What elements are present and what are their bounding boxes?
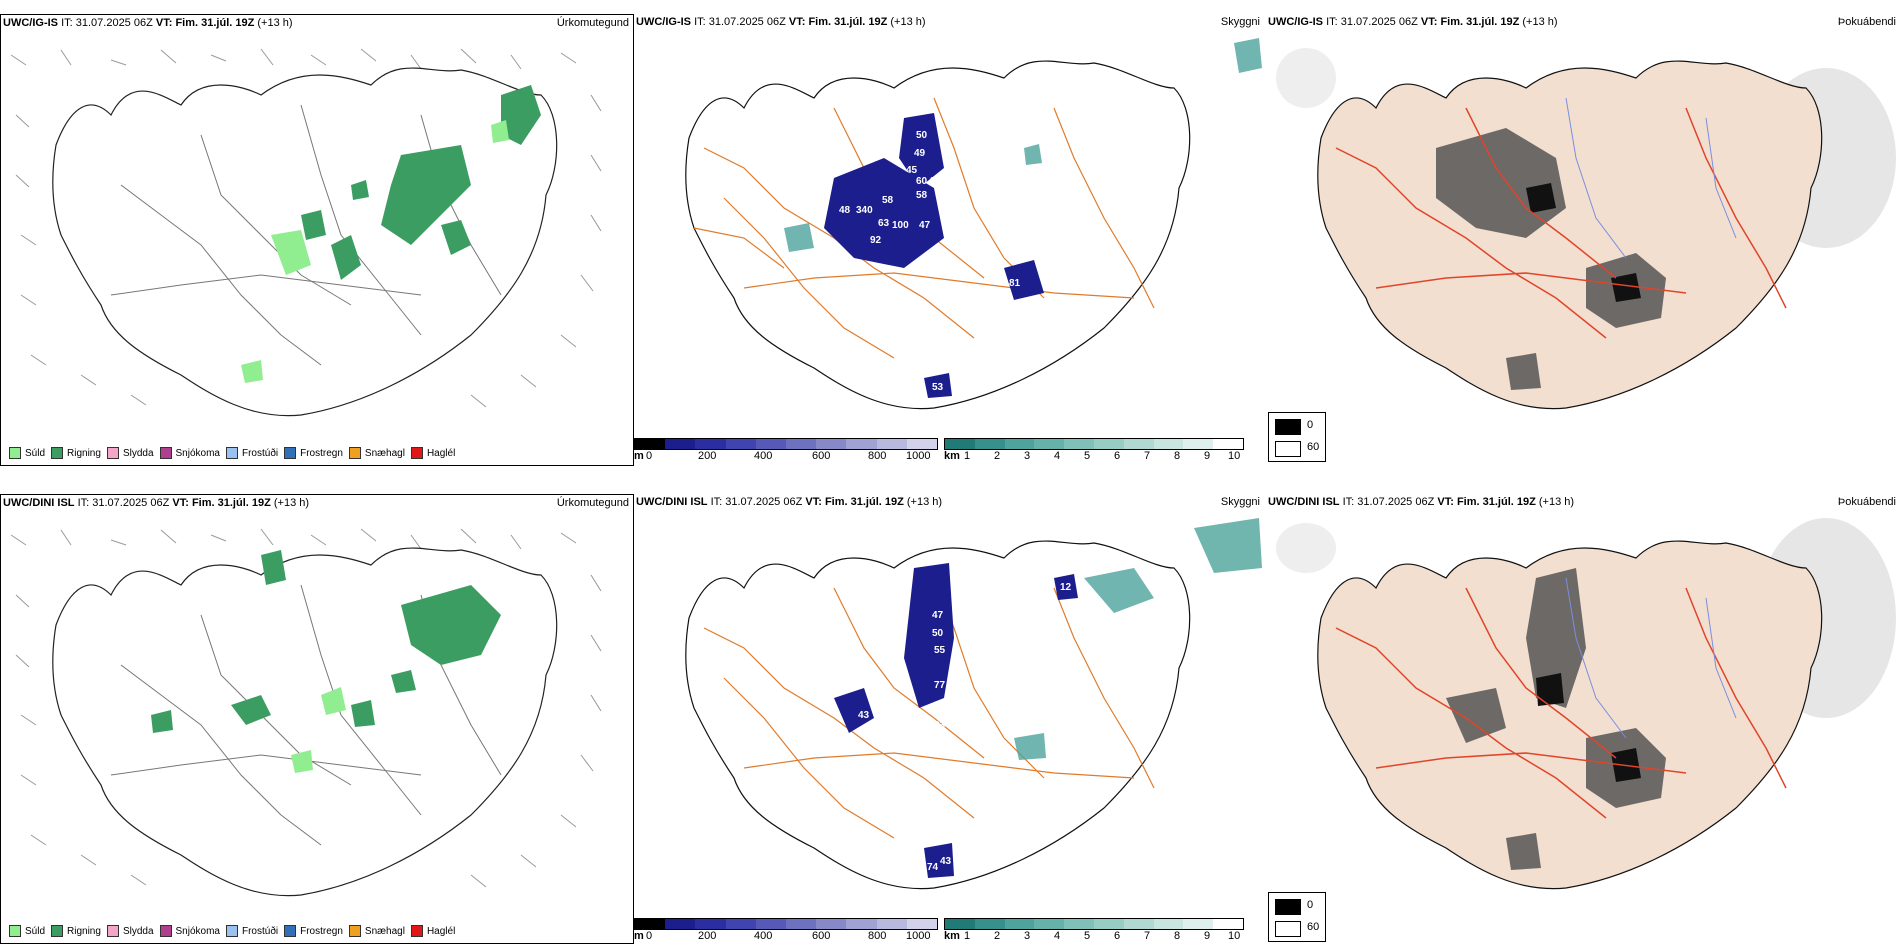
panel-title: Skyggni xyxy=(1220,16,1260,28)
lead-time: (+13 h) xyxy=(273,497,310,509)
ceiling-label: 63 xyxy=(878,218,890,229)
ceiling-label: 43 xyxy=(858,710,870,721)
fog-legend-swatch-dark xyxy=(1275,419,1301,435)
ceiling-label: 92 xyxy=(870,235,882,246)
ceiling-colorbar-strip xyxy=(634,438,938,450)
visibility-colorbar-strip xyxy=(944,918,1244,930)
model-name: UWC/DINI ISL xyxy=(3,497,75,509)
fog-panel-row2: UWC/DINI ISL IT: 31.07.2025 06Z VT: Fim.… xyxy=(1266,494,1900,942)
fog-legend-swatch-dark xyxy=(1275,899,1301,915)
fog-legend-swatch-light xyxy=(1275,921,1301,937)
ceiling-label: 55 xyxy=(934,645,946,656)
ceiling-label: 53 xyxy=(932,382,944,393)
ceiling-label: 81 xyxy=(1009,278,1021,289)
legend-swatch xyxy=(284,925,297,937)
legend-swatch xyxy=(51,925,64,937)
legend-swatch xyxy=(410,447,423,459)
panel-title: Þokuábendi xyxy=(1837,16,1896,28)
panel-title: Skyggni xyxy=(1220,496,1260,508)
ceiling-label: 58 xyxy=(916,190,928,201)
legend-swatch xyxy=(159,925,172,937)
fog-map xyxy=(1276,48,1896,410)
ceiling-label: 100 xyxy=(892,220,909,231)
precip-panel-row1: UWC/IG-IS IT: 31.07.2025 06Z VT: Fim. 31… xyxy=(0,14,634,466)
legend-swatch xyxy=(284,447,297,459)
panel-header: UWC/DINI ISL IT: 31.07.2025 06Z VT: Fim.… xyxy=(1268,496,1896,508)
precip-legend: Súld Rigning Slydda Snjókoma Frostúði Fr… xyxy=(3,447,455,459)
model-name: UWC/IG-IS xyxy=(3,17,58,29)
legend-swatch xyxy=(9,925,21,937)
valid-time: Fim. 31.júl. 19Z xyxy=(191,497,271,509)
init-time: 31.07.2025 06Z xyxy=(75,17,153,29)
legend-swatch xyxy=(410,925,423,937)
legend-swatch xyxy=(159,447,172,459)
ceiling-label: 47 xyxy=(932,610,944,621)
ceiling-label: 43 xyxy=(940,856,952,867)
ceiling-label: 60 xyxy=(916,176,928,187)
legend-swatch xyxy=(106,925,119,937)
fog-map xyxy=(1276,518,1896,890)
ceiling-label: 88 xyxy=(930,176,942,187)
precip-map xyxy=(10,48,602,417)
lead-time: (+13 h) xyxy=(257,17,293,29)
precip-legend: Súld Rigning Slydda Snjókoma Frostúði Fr… xyxy=(3,925,455,937)
ceiling-label: 50 xyxy=(932,628,944,639)
legend-swatch xyxy=(225,925,238,937)
panel-title: Úrkomutegund xyxy=(556,497,629,509)
ceiling-label: 74 xyxy=(927,862,939,873)
visibility-map: 43 33 77 55 47 50 12 74 43 xyxy=(685,518,1262,890)
panel-header: UWC/IG-IS IT: 31.07.2025 06Z VT: Fim. 31… xyxy=(1268,16,1896,28)
valid-time: Fim. 31.júl. 19Z xyxy=(175,17,255,29)
fog-legend: 0 60 xyxy=(1268,892,1326,942)
init-time: 31.07.2025 06Z xyxy=(92,497,170,509)
ceiling-label: 58 xyxy=(882,195,894,206)
ceiling-colorbar: m 0 200 400 600 800 1000 xyxy=(634,438,938,464)
ceiling-label: 340 xyxy=(856,205,873,216)
ceiling-colorbar: m 0 200 400 600 800 1000 xyxy=(634,918,938,942)
panel-title: Þokuábendi xyxy=(1837,496,1896,508)
ceiling-label: 45 xyxy=(927,346,939,357)
legend-swatch xyxy=(225,447,238,459)
legend-swatch xyxy=(106,447,119,459)
ceiling-label: 12 xyxy=(1060,582,1072,593)
precip-map xyxy=(10,528,602,897)
ceiling-label: 49 xyxy=(914,148,926,159)
panel-header: UWC/IG-IS IT: 31.07.2025 06Z VT: Fim. 31… xyxy=(636,16,1260,28)
ceiling-label: 48 xyxy=(839,205,851,216)
legend-swatch xyxy=(348,447,361,459)
fog-legend: 0 60 xyxy=(1268,412,1326,462)
visibility-panel-row2: UWC/DINI ISL IT: 31.07.2025 06Z VT: Fim.… xyxy=(634,494,1264,942)
fog-legend-swatch-light xyxy=(1275,441,1301,457)
visibility-panel-row1: UWC/IG-IS IT: 31.07.2025 06Z VT: Fim. 31… xyxy=(634,14,1264,464)
ceiling-colorbar-strip xyxy=(634,918,938,930)
panel-title: Úrkomutegund xyxy=(556,17,629,29)
panel-header: UWC/DINI ISL IT: 31.07.2025 06Z VT: Fim.… xyxy=(3,497,629,509)
ceiling-label: 47 xyxy=(919,220,931,231)
ceiling-label: 33 xyxy=(934,720,946,731)
ceiling-label: 45 xyxy=(906,165,918,176)
visibility-colorbar: km 1 2 3 4 5 6 7 8 9 10 xyxy=(944,438,1244,464)
precip-panel-row2: UWC/DINI ISL IT: 31.07.2025 06Z VT: Fim.… xyxy=(0,494,634,944)
ceiling-label: 50 xyxy=(916,130,928,141)
panel-header: UWC/DINI ISL IT: 31.07.2025 06Z VT: Fim.… xyxy=(636,496,1260,508)
visibility-map: 48 340 58 63 100 47 92 50 49 45 60 88 58… xyxy=(685,38,1262,410)
legend-swatch xyxy=(51,447,64,459)
visibility-colorbar-strip xyxy=(944,438,1244,450)
legend-swatch xyxy=(9,447,21,459)
visibility-colorbar: km 1 2 3 4 5 6 7 8 9 10 xyxy=(944,918,1244,942)
ceiling-label: 77 xyxy=(934,680,946,691)
panel-header: UWC/IG-IS IT: 31.07.2025 06Z VT: Fim. 31… xyxy=(3,17,629,29)
fog-panel-row1: UWC/IG-IS IT: 31.07.2025 06Z VT: Fim. 31… xyxy=(1266,14,1900,464)
legend-swatch xyxy=(348,925,361,937)
